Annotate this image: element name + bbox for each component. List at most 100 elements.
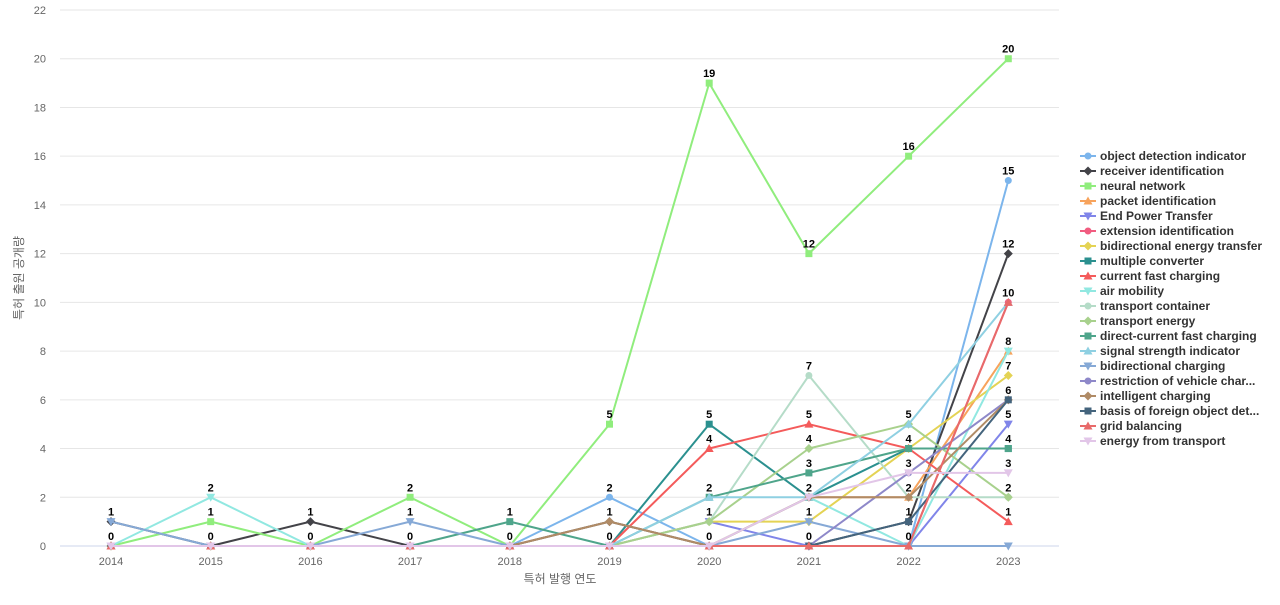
legend-item-multiple-converter[interactable]: multiple converter	[1080, 254, 1204, 268]
data-label-2021-1: 1	[806, 507, 812, 519]
data-label-2019-1: 1	[606, 507, 612, 519]
data-label-2022-2: 2	[906, 482, 912, 494]
point-multiple-converter-2020	[705, 420, 713, 428]
data-label-2019-2: 2	[606, 482, 612, 494]
point-basis-of-foreign-object-det-2023	[1004, 396, 1012, 404]
point-energy-from-transport-2022	[904, 469, 914, 478]
legend-label: End Power Transfer	[1100, 209, 1213, 223]
legend-marker-object-detection-indicator	[1084, 152, 1092, 160]
data-label-2021-5: 5	[806, 409, 812, 421]
y-tick-label: 4	[40, 444, 46, 456]
data-label-2018-0: 0	[507, 531, 513, 543]
legend-marker-basis-of-foreign-object-det	[1084, 407, 1092, 415]
legend-marker-grid-balancing	[1083, 421, 1093, 430]
legend-item-transport-energy[interactable]: transport energy	[1080, 314, 1196, 328]
y-tick-label: 12	[34, 249, 46, 261]
data-label-2023-12: 12	[1002, 239, 1014, 251]
data-label-2016-0: 0	[307, 531, 313, 543]
y-tick-label: 16	[34, 151, 46, 163]
legend-marker-bidirectional-energy-transfer	[1083, 241, 1093, 251]
point-transport-energy-2023	[1003, 492, 1013, 502]
legend-item-bidirectional-charging[interactable]: bidirectional charging	[1080, 359, 1225, 373]
data-label-2023-20: 20	[1002, 44, 1014, 56]
legend-marker-energy-from-transport	[1083, 437, 1093, 446]
legend-label: energy from transport	[1100, 434, 1225, 448]
x-tick-label: 2020	[697, 556, 721, 568]
legend-label: intelligent charging	[1100, 389, 1211, 403]
data-label-2022-16: 16	[902, 141, 914, 153]
legend-item-intelligent-charging[interactable]: intelligent charging	[1080, 389, 1211, 403]
x-tick-label: 2021	[797, 556, 821, 568]
legend-item-receiver-identification[interactable]: receiver identification	[1080, 164, 1224, 178]
legend-item-air-mobility[interactable]: air mobility	[1080, 284, 1164, 298]
point-direct-current-fast-charging-2018	[506, 518, 514, 526]
legend-label: basis of foreign object det...	[1100, 404, 1259, 418]
legend-marker-transport-container	[1084, 302, 1092, 310]
data-label-layer: 1021010210105210195421012754321016543210…	[108, 44, 1014, 543]
point-energy-from-transport-2014	[106, 542, 116, 551]
series-energy-from-transport	[106, 469, 1013, 551]
y-tick-label: 8	[40, 346, 46, 358]
series-transport-container	[107, 371, 1012, 550]
legend-label: neural network	[1100, 179, 1186, 193]
point-object-detection-indicator-2019	[606, 493, 613, 501]
data-label-2020-1: 1	[706, 507, 712, 519]
series-object-detection-indicator	[107, 177, 1012, 550]
legend-item-energy-from-transport[interactable]: energy from transport	[1080, 434, 1225, 448]
point-bidirectional-charging-2021	[804, 518, 814, 527]
legend-marker-current-fast-charging	[1083, 271, 1093, 280]
series-line-object-detection-indicator	[110, 179, 1010, 547]
grid-layer	[60, 9, 1059, 547]
point-energy-from-transport-2023	[1003, 469, 1013, 478]
y-tick-label: 0	[40, 541, 46, 553]
legend-marker-multiple-converter	[1084, 257, 1092, 265]
data-label-2015-0: 0	[208, 531, 214, 543]
legend-item-direct-current-fast-charging[interactable]: direct-current fast charging	[1080, 329, 1257, 343]
legend-label: bidirectional energy transfer	[1100, 239, 1262, 253]
point-current-fast-charging-2021	[804, 419, 814, 428]
data-label-2021-4: 4	[806, 434, 813, 446]
data-label-2021-2: 2	[806, 482, 812, 494]
legend-item-bidirectional-energy-transfer[interactable]: bidirectional energy transfer	[1080, 239, 1262, 253]
point-energy-from-transport-2018	[505, 542, 515, 551]
y-tick-label: 18	[34, 102, 46, 114]
legend-item-restriction-of-vehicle-char[interactable]: restriction of vehicle char...	[1080, 374, 1255, 388]
legend-marker-bidirectional-charging	[1083, 362, 1093, 371]
data-label-2023-15: 15	[1002, 166, 1014, 178]
data-label-2015-1: 1	[208, 507, 214, 519]
data-label-2016-1: 1	[307, 507, 313, 519]
data-label-2023-5: 5	[1005, 409, 1011, 421]
point-bidirectional-energy-transfer-2023	[1003, 370, 1013, 380]
legend-item-grid-balancing[interactable]: grid balancing	[1080, 419, 1182, 433]
point-bidirectional-charging-2017	[405, 518, 415, 527]
point-current-fast-charging-2020	[704, 444, 714, 453]
legend-item-packet-identification[interactable]: packet identification	[1080, 194, 1216, 208]
legend-item-extension-identification[interactable]: extension identification	[1080, 224, 1234, 238]
legend-marker-receiver-identification	[1083, 166, 1093, 176]
x-tick-label: 2019	[597, 556, 621, 568]
legend-item-neural-network[interactable]: neural network	[1080, 179, 1186, 193]
data-label-2019-0: 0	[606, 531, 612, 543]
data-label-2021-3: 3	[806, 458, 812, 470]
data-label-2022-1: 1	[906, 507, 912, 519]
legend-item-transport-container[interactable]: transport container	[1080, 299, 1210, 313]
legend-item-basis-of-foreign-object-det[interactable]: basis of foreign object det...	[1080, 404, 1259, 418]
data-label-2014-0: 0	[108, 531, 114, 543]
legend-item-current-fast-charging[interactable]: current fast charging	[1080, 269, 1220, 283]
point-neural-network-2023	[1004, 55, 1012, 63]
point-neural-network-2020	[705, 79, 713, 87]
legend-label: packet identification	[1100, 194, 1216, 208]
legend-item-object-detection-indicator[interactable]: object detection indicator	[1080, 149, 1246, 163]
point-receiver-identification-2023	[1003, 249, 1013, 259]
legend-item-end-power-transfer[interactable]: End Power Transfer	[1080, 209, 1213, 223]
data-label-2023-6: 6	[1005, 385, 1011, 397]
point-energy-from-transport-2021	[804, 493, 814, 502]
point-neural-network-2017	[406, 493, 414, 501]
legend-item-signal-strength-indicator[interactable]: signal strength indicator	[1080, 344, 1240, 358]
data-label-2014-1: 1	[108, 507, 114, 519]
point-end-power-transfer-2023	[1003, 420, 1013, 429]
point-bidirectional-charging-2014	[106, 518, 116, 527]
data-label-2023-3: 3	[1005, 458, 1011, 470]
legend-label: transport energy	[1100, 314, 1196, 328]
